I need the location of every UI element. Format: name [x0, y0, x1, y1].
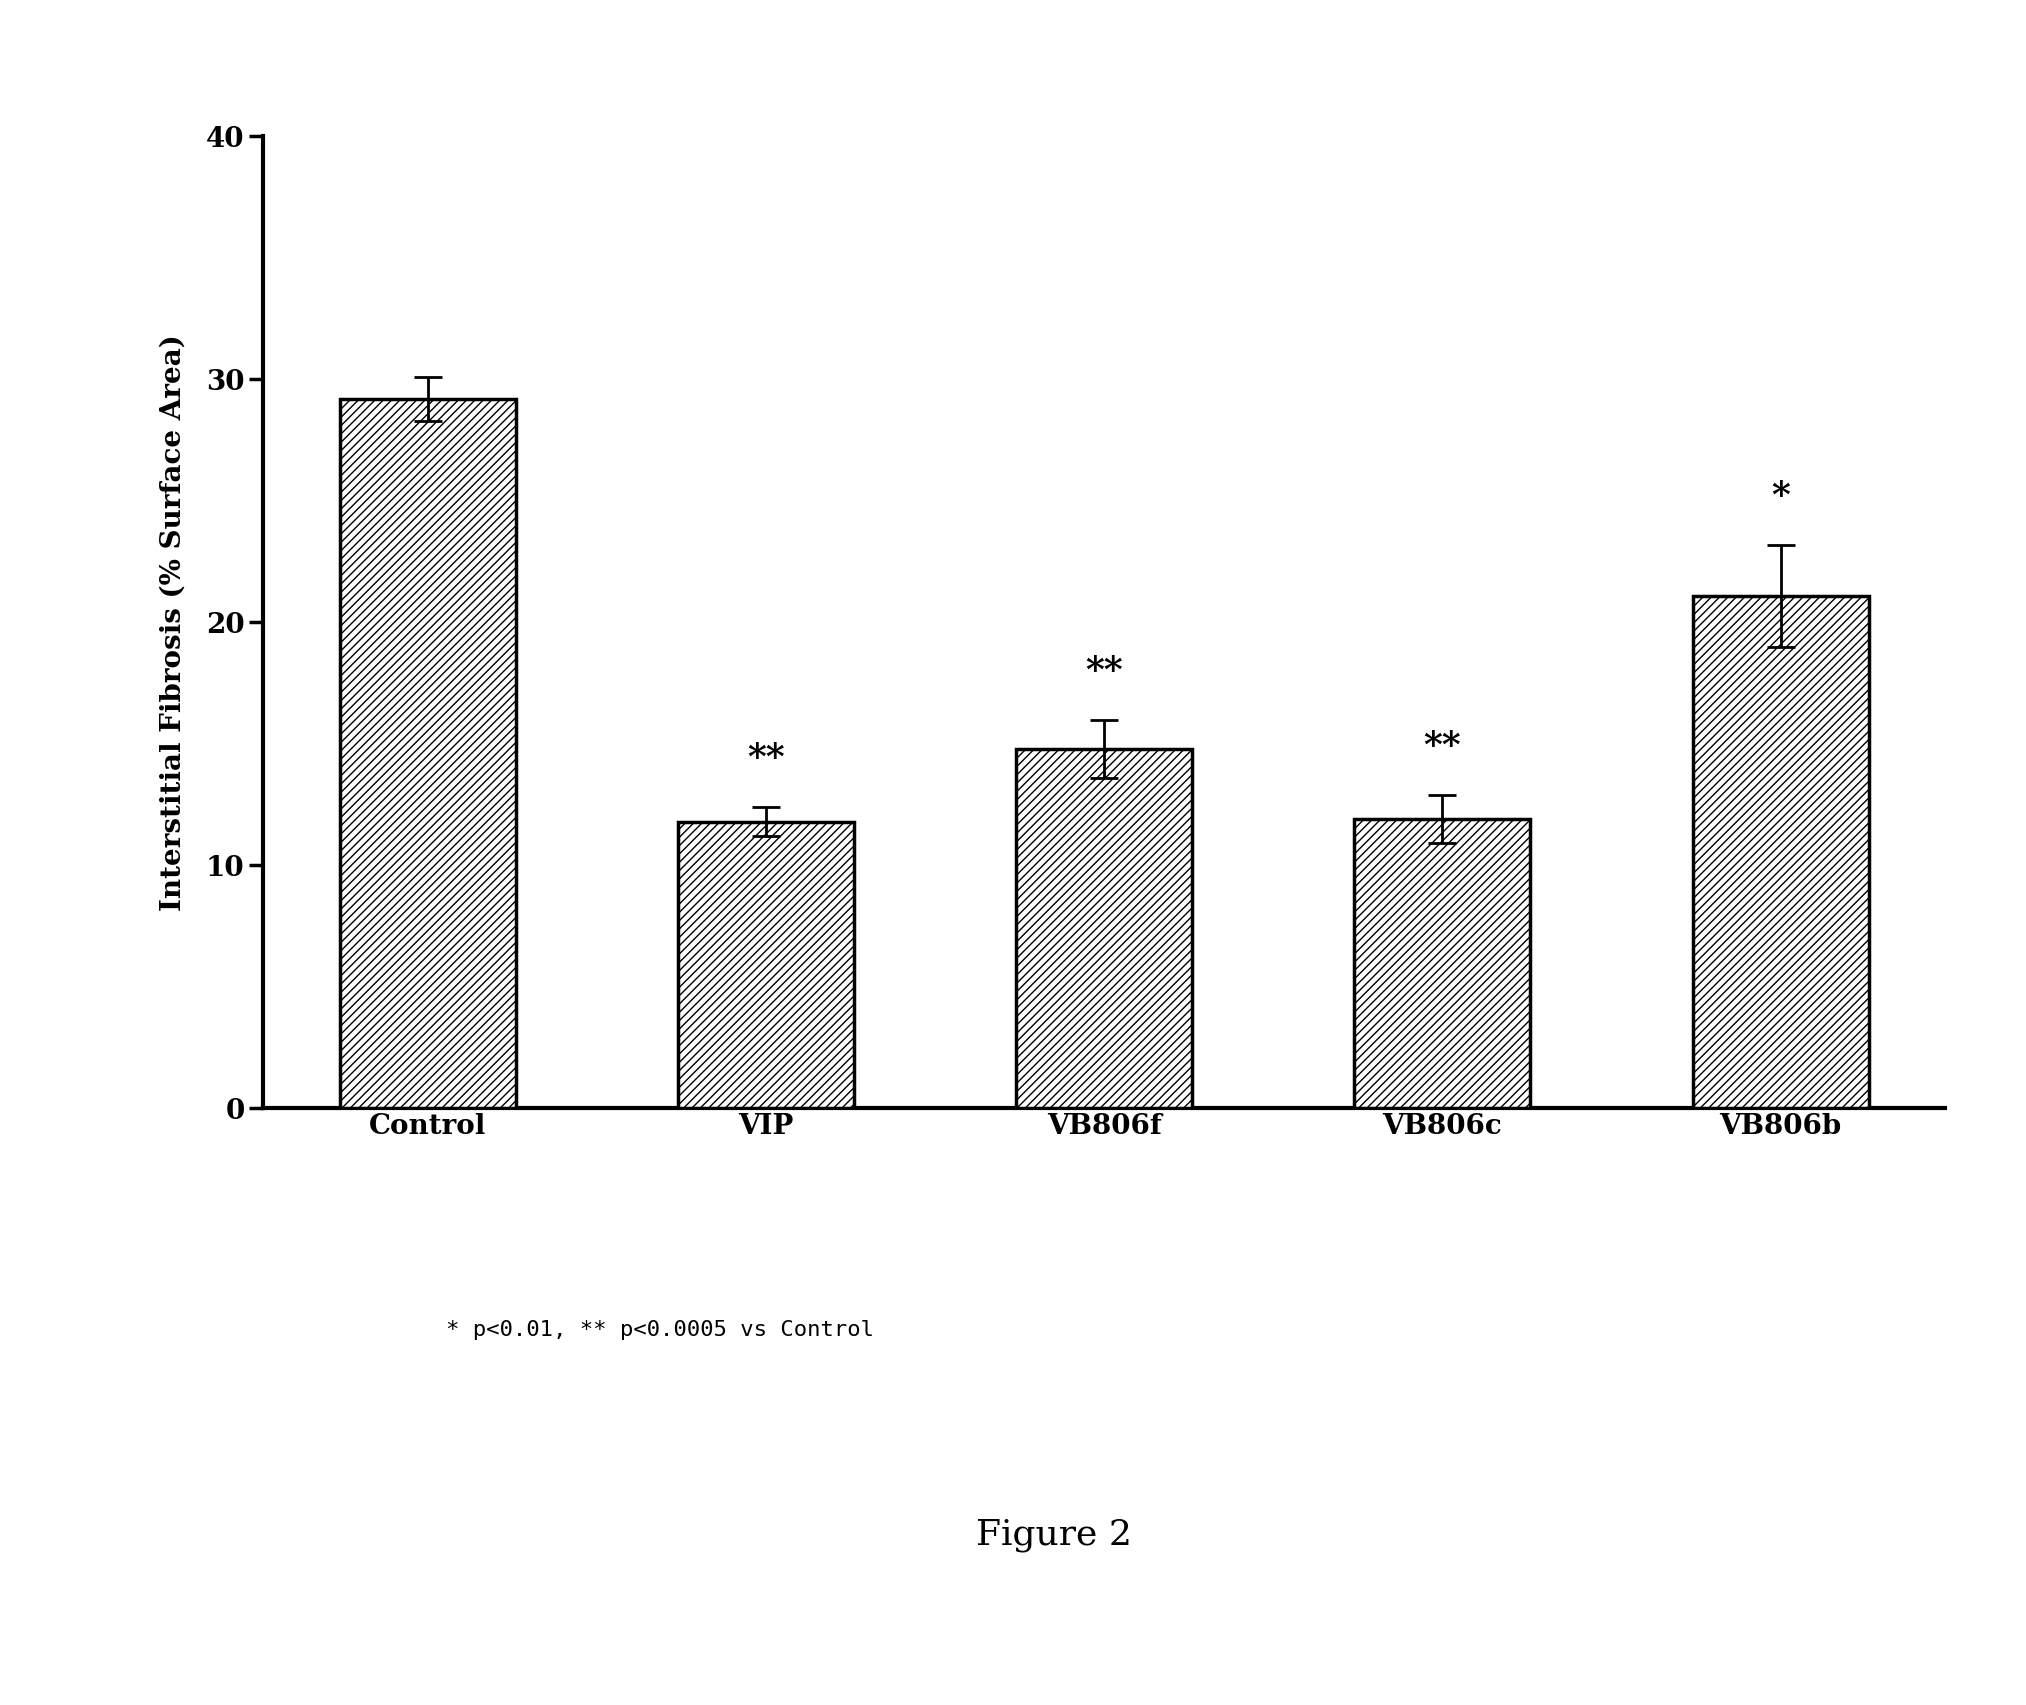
Text: **: ** [1424, 730, 1461, 764]
Bar [1017, 748, 1191, 1108]
Text: **: ** [748, 742, 784, 776]
Bar [1692, 595, 1868, 1108]
Y-axis label: Interstitial Fibrosis (% Surface Area): Interstitial Fibrosis (% Surface Area) [160, 334, 186, 910]
Bar [1355, 818, 1530, 1108]
Bar [340, 399, 517, 1108]
Text: Figure 2: Figure 2 [977, 1517, 1131, 1552]
Text: * p<0.01, ** p<0.0005 vs Control: * p<0.01, ** p<0.0005 vs Control [446, 1320, 873, 1340]
Bar [679, 822, 853, 1108]
Text: **: ** [1086, 655, 1122, 687]
Text: *: * [1771, 479, 1791, 513]
